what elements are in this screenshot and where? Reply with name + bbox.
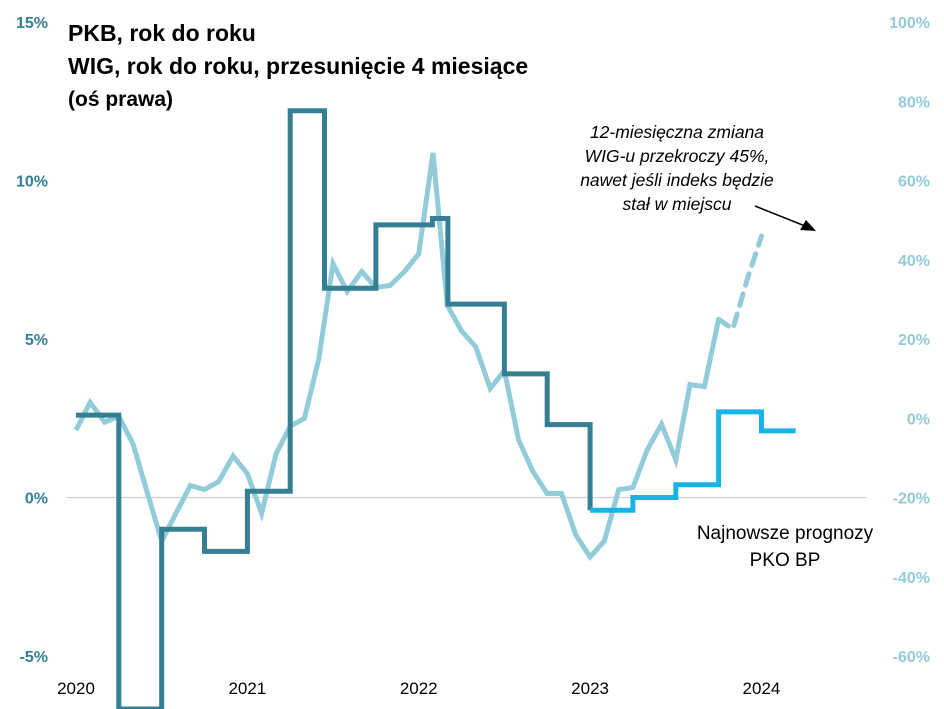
left-tick-label: -5% [20, 649, 48, 666]
right-tick-label: -60% [893, 649, 930, 666]
wig-projection-line [716, 233, 764, 334]
gdp-line [76, 108, 593, 709]
right-tick-label: 40% [898, 253, 930, 270]
right-tick-label: 60% [898, 174, 930, 191]
forecast-label: Najnowsze prognozy PKO BP [670, 520, 900, 574]
forecast-label-line-2: PKO BP [749, 550, 821, 571]
annotation-line-4: stał w miejscu [622, 194, 732, 214]
legend-wig: WIG, rok do roku, przesunięcie 4 miesiąc… [68, 53, 529, 79]
right-axis-ticks: -60% -40% -20% 0% 20% 40% 60% 80% 100% [889, 15, 930, 666]
left-axis-ticks: -5% 0% 5% 10% 15% [16, 15, 48, 666]
x-tick-label: 2020 [57, 679, 95, 698]
series-layer [73, 108, 796, 709]
gdp-forecast-line [590, 409, 796, 513]
annotation-line-3: nawet jeśli indeks będzie [580, 170, 774, 190]
wig-line [73, 152, 722, 561]
left-tick-label: 5% [25, 332, 48, 349]
right-tick-label: -20% [893, 491, 930, 508]
legend-wig-axis-note: (oś prawa) [68, 88, 174, 111]
annotation-line-2: WIG-u przekroczy 45%, [584, 146, 770, 166]
right-tick-label: 0% [907, 411, 930, 428]
left-tick-label: 10% [16, 174, 48, 191]
left-tick-label: 0% [25, 491, 48, 508]
wig-annotation: 12-miesięczna zmiana WIG-u przekroczy 45… [548, 120, 806, 216]
right-tick-label: 100% [889, 15, 930, 32]
annotation-arrow [754, 205, 816, 231]
x-tick-label: 2021 [228, 679, 266, 698]
right-tick-label: 80% [898, 94, 930, 111]
x-tick-label: 2022 [400, 679, 438, 698]
x-tick-label: 2024 [743, 679, 781, 698]
legend-gdp: PKB, rok do roku [68, 20, 256, 46]
right-tick-label: -40% [893, 570, 930, 587]
x-tick-label: 2023 [571, 679, 609, 698]
forecast-label-line-1: Najnowsze prognozy [696, 523, 874, 544]
left-tick-label: 15% [16, 15, 48, 32]
right-tick-label: 20% [898, 332, 930, 349]
x-axis-ticks: 2020 2021 2022 2023 2024 [57, 679, 780, 698]
annotation-line-1: 12-miesięczna zmiana [589, 122, 765, 142]
